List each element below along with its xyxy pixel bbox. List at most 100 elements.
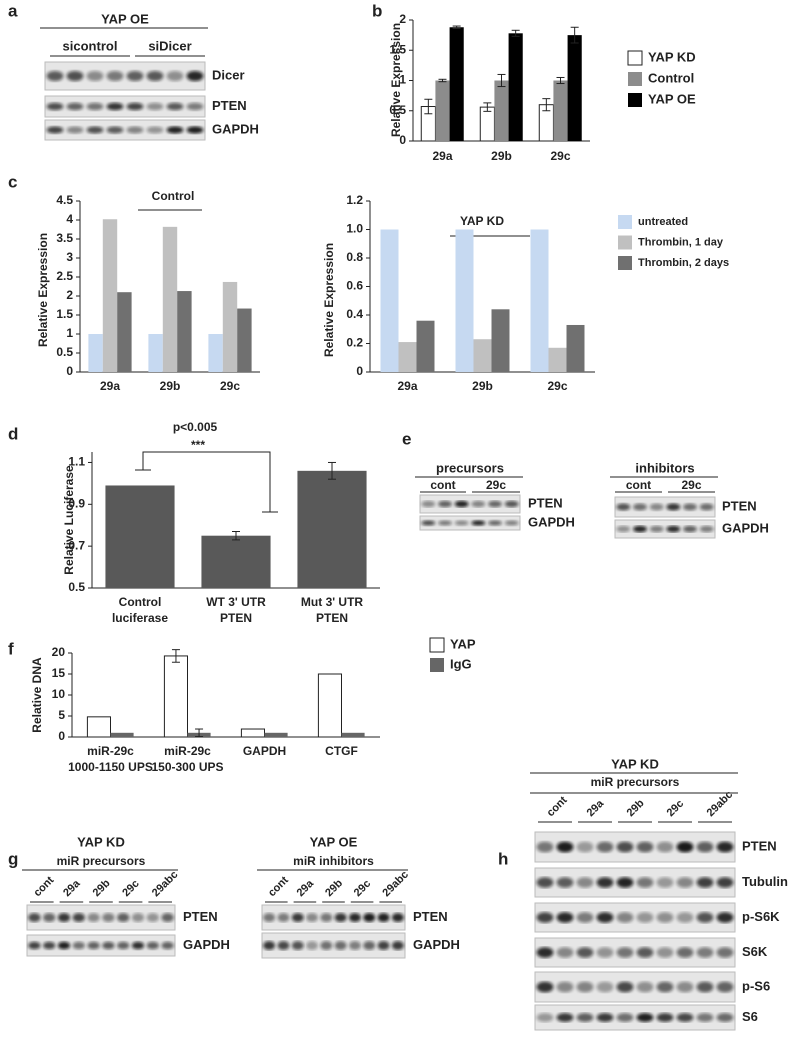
bar xyxy=(567,35,582,141)
blot-band xyxy=(363,941,376,950)
blot-band xyxy=(66,126,84,134)
blot-band xyxy=(616,947,634,958)
blot-band xyxy=(716,877,734,888)
bar xyxy=(297,470,367,588)
blot-band xyxy=(636,981,654,993)
y-tick-label: 1.5 xyxy=(389,42,406,56)
bar xyxy=(201,535,271,588)
x-tick-label: 150-300 UPS xyxy=(151,760,223,774)
y-tick-label: 0 xyxy=(399,133,406,147)
blot-band xyxy=(363,913,376,922)
blot-band xyxy=(471,500,486,508)
bar xyxy=(222,281,238,372)
blot-band xyxy=(334,941,347,950)
blot-strip xyxy=(44,119,206,141)
legend-label: Thrombin, 1 day xyxy=(638,236,724,248)
bar xyxy=(177,291,192,372)
blot-band xyxy=(616,877,634,888)
blot-band xyxy=(676,877,694,888)
blot-band xyxy=(716,947,734,958)
blot-band xyxy=(146,126,164,134)
blot-band xyxy=(676,1013,694,1022)
blot-band xyxy=(633,525,647,533)
x-tick-label: Control xyxy=(119,595,162,609)
blot-band xyxy=(616,525,631,533)
x-tick-label: 29a xyxy=(100,379,120,393)
blot-band xyxy=(556,981,574,993)
blot-band xyxy=(87,941,100,950)
y-tick-label: 2.5 xyxy=(56,269,73,283)
y-tick-label: 1.5 xyxy=(56,307,73,321)
panel-label: d xyxy=(8,424,18,443)
blot-band xyxy=(146,70,164,82)
bar xyxy=(117,292,132,372)
blot-band xyxy=(291,941,304,950)
y-tick-label: 2 xyxy=(66,288,73,302)
legend-swatch xyxy=(628,72,642,86)
bar xyxy=(110,732,134,737)
y-axis-label: Relative Expression xyxy=(322,243,336,357)
blot-band xyxy=(277,941,290,950)
blot-band xyxy=(616,1013,634,1022)
blot-band xyxy=(636,947,654,958)
x-tick-label: CTGF xyxy=(325,744,358,758)
blot-band xyxy=(106,102,124,111)
x-tick-label: miR-29c xyxy=(164,744,211,758)
lane-label: 29a xyxy=(585,797,607,819)
x-tick-label: PTEN xyxy=(316,611,348,625)
blot-band xyxy=(102,941,115,950)
annotation: *** xyxy=(191,438,205,452)
legend-label: YAP xyxy=(450,636,476,651)
blot-band xyxy=(126,70,144,82)
blot-band xyxy=(66,102,84,111)
blot-band xyxy=(596,877,614,888)
blot-band xyxy=(161,941,174,950)
group-label: sicontrol xyxy=(63,38,118,53)
blot-band xyxy=(116,913,130,922)
blot-band xyxy=(320,913,333,922)
panel-label: a xyxy=(8,1,18,20)
blot-strip xyxy=(419,494,521,514)
blot-band xyxy=(696,877,714,888)
blot-band xyxy=(666,525,681,533)
blot-band xyxy=(576,877,594,888)
bar xyxy=(435,80,450,141)
row-label: GAPDH xyxy=(212,121,259,136)
panel-label: c xyxy=(8,172,17,191)
blot-band xyxy=(131,941,145,950)
blot-band xyxy=(536,841,554,853)
x-tick-label: 29b xyxy=(160,379,181,393)
blot-band xyxy=(649,503,664,511)
x-tick-label: 29c xyxy=(547,379,567,393)
blot-band xyxy=(666,503,681,511)
blot-band xyxy=(616,841,634,853)
blot-band xyxy=(656,947,674,958)
blot-band xyxy=(596,841,614,853)
y-tick-label: 4.5 xyxy=(56,193,73,207)
group-label: cont xyxy=(626,478,651,492)
group-label: 29c xyxy=(486,478,506,492)
blot-strip xyxy=(534,867,736,898)
chart-title: Control xyxy=(152,189,195,203)
blot-band xyxy=(263,913,276,922)
y-tick-label: 0 xyxy=(356,364,363,378)
y-tick-label: 0.5 xyxy=(56,345,73,359)
blot-band xyxy=(72,941,86,950)
blot-band xyxy=(146,941,160,950)
row-label: GAPDH xyxy=(413,937,460,952)
x-tick-label: 29b xyxy=(491,149,512,163)
blot-band xyxy=(291,913,304,922)
blot-band xyxy=(596,981,614,993)
group-label: 29c xyxy=(681,478,701,492)
blot-band xyxy=(28,913,41,922)
y-tick-label: 0.5 xyxy=(68,580,85,594)
group-label: siDicer xyxy=(148,38,191,53)
blot-band xyxy=(596,1013,614,1022)
blot-band xyxy=(656,841,674,853)
blot-band xyxy=(438,520,452,526)
blot-band xyxy=(716,981,734,993)
blot-band xyxy=(696,841,714,853)
blot-band xyxy=(649,525,664,533)
blot-band xyxy=(131,913,145,922)
blot-band xyxy=(716,912,734,923)
